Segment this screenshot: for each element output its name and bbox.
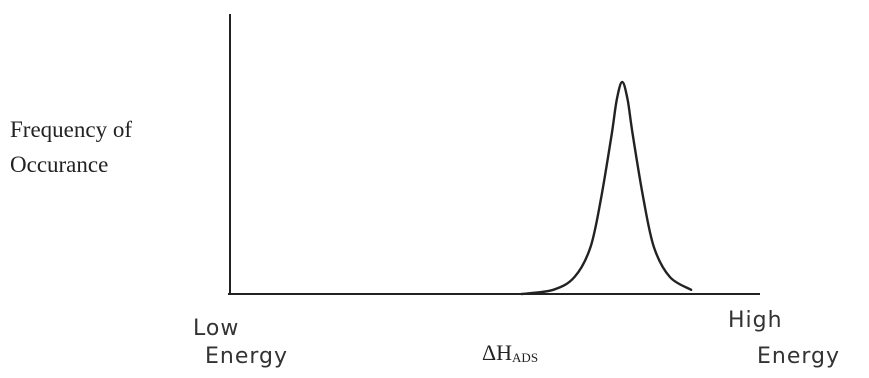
x-high-label-line2: Energy bbox=[757, 344, 840, 369]
x-high-label-line1: High bbox=[728, 308, 783, 333]
x-marker-label-sub: ADS bbox=[512, 350, 538, 365]
frequency-distribution-curve bbox=[520, 80, 693, 296]
y-axis-label: Frequency of Occurance bbox=[10, 117, 132, 177]
x-marker-label: ΔHADS bbox=[482, 340, 538, 365]
x-low-label-line2: Energy bbox=[205, 344, 288, 369]
x-low-label-line1: Low bbox=[193, 316, 239, 341]
x-marker-label-main: ΔH bbox=[482, 340, 512, 365]
